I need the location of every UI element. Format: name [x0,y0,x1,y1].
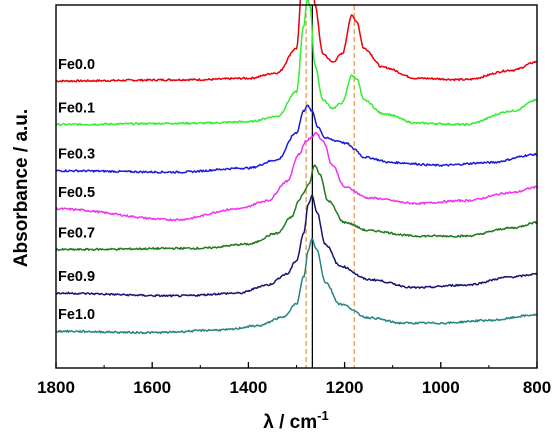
series-label-fe0-0: Fe0.0 [58,57,95,73]
series-label-fe0-9: Fe0.9 [58,269,95,285]
x-tick-label-1200: 1200 [326,378,364,397]
x-tick-label-1800: 1800 [37,378,75,397]
plot-area: Fe0.0 Fe0.1 Fe0.3 Fe0.5 Fe0.7 Fe0.9 Fe1.0 [55,0,538,368]
x-axis: 1800 1600 1400 1200 1000 800 [37,362,551,397]
series-line-fe0-5 [55,131,538,222]
series-line-fe0-1 [55,0,538,127]
y-axis-title: Absorbance / a.u. [11,109,32,267]
x-axis-title-exponent: -1 [317,408,329,423]
x-axis-title: λ / cm-1 [263,408,328,433]
x-tick-label-1400: 1400 [229,378,267,397]
series-line-fe0-0 [55,0,538,83]
x-tick-label-800: 800 [523,378,551,397]
x-axis-title-main: λ / cm [263,412,317,433]
series-label-fe0-5: Fe0.5 [58,185,95,201]
series-label-fe1-0: Fe1.0 [58,307,95,323]
series-line-fe0-7 [55,164,538,252]
series-line-fe0-3 [55,104,538,174]
x-tick-label-1000: 1000 [422,378,460,397]
series-line-fe0-9 [55,194,538,298]
x-tick-label-1600: 1600 [133,378,171,397]
series-label-fe0-3: Fe0.3 [58,147,95,163]
plot-frame [55,4,538,369]
series-label-fe0-1: Fe0.1 [58,100,95,116]
series-line-fe1-0 [55,237,538,335]
series-label-fe0-7: Fe0.7 [58,226,95,242]
